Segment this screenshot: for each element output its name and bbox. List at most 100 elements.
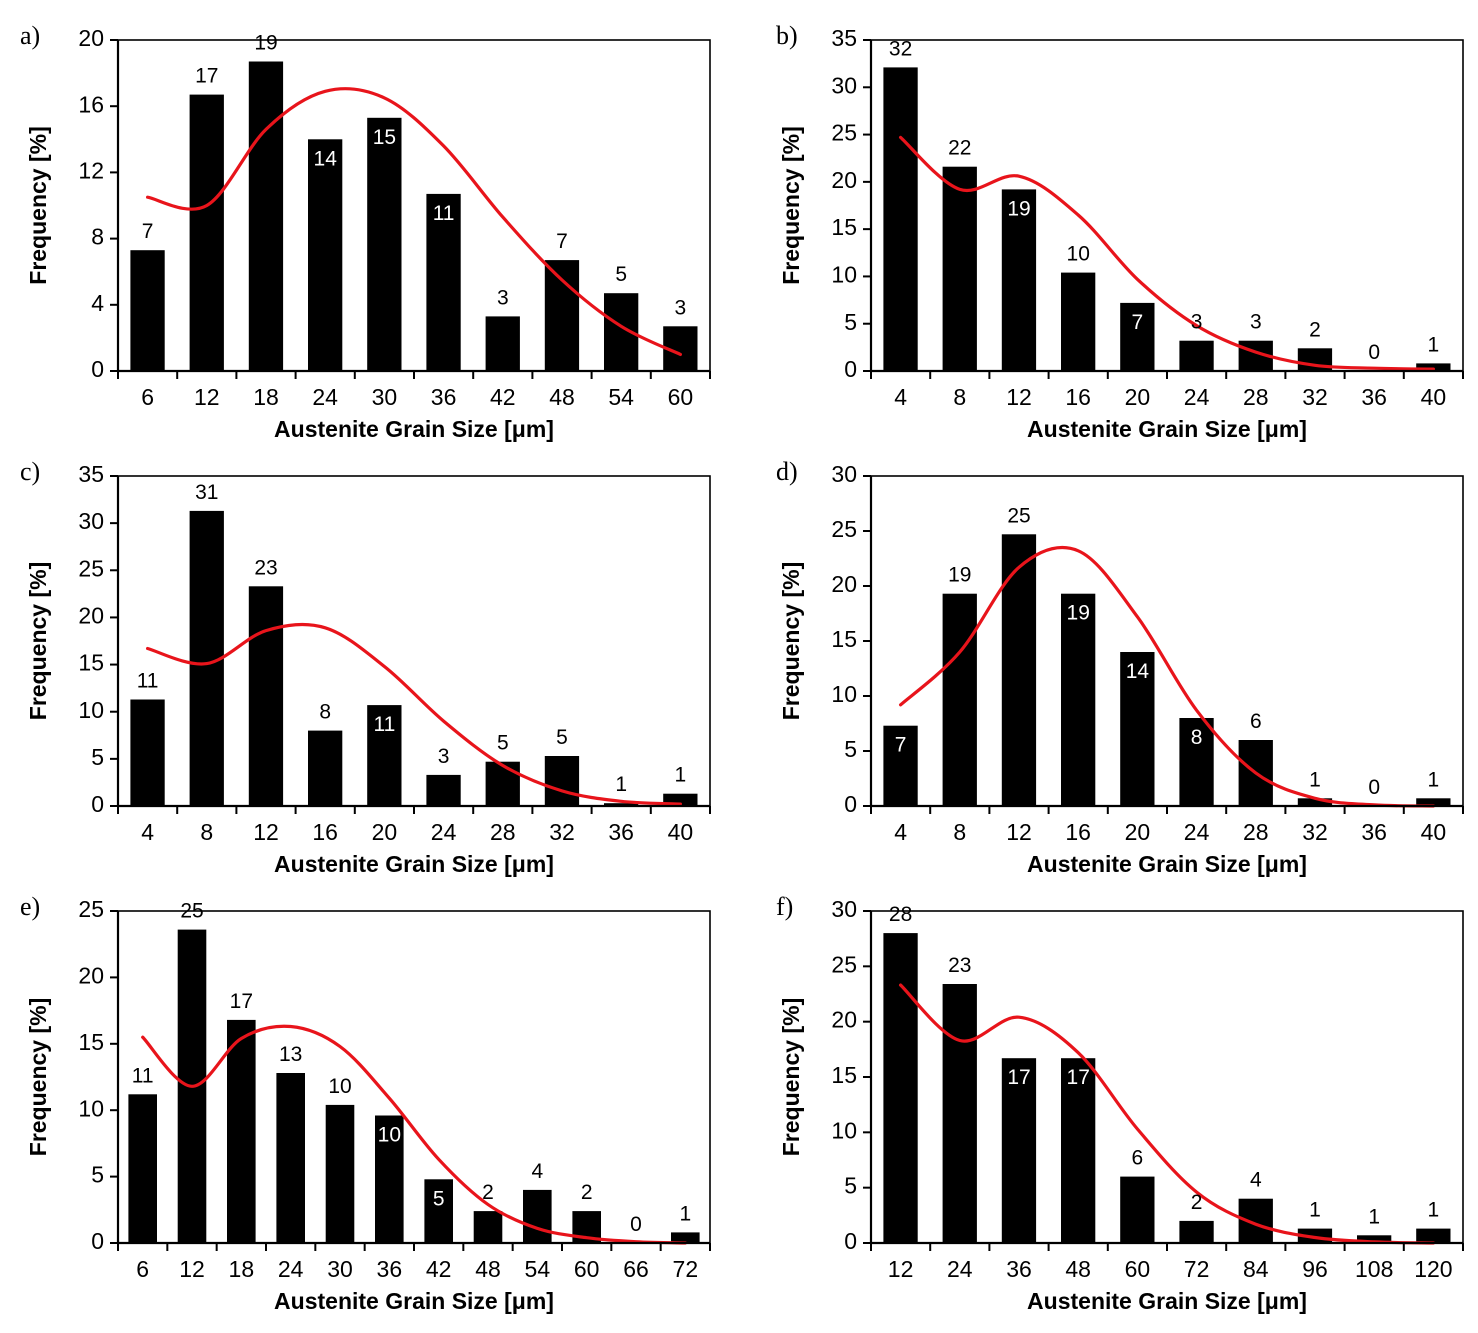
- x-tick-label: 36: [377, 1256, 403, 1282]
- data-label: 11: [137, 669, 159, 692]
- panel-letter: b): [776, 21, 798, 50]
- data-label: 3: [438, 745, 450, 768]
- y-tick-label: 0: [91, 1228, 104, 1254]
- bar: [485, 761, 520, 806]
- x-tick-label: 8: [953, 384, 966, 410]
- x-tick-label: 40: [668, 819, 694, 845]
- x-tick-label: 12: [253, 819, 279, 845]
- data-label: 25: [1007, 504, 1030, 527]
- data-label: 1: [679, 1202, 691, 1225]
- bar: [883, 933, 918, 1243]
- data-label: 32: [889, 37, 912, 60]
- y-tick-label: 35: [831, 25, 857, 51]
- bar: [544, 260, 580, 371]
- panel-letter: a): [20, 21, 40, 50]
- data-label: 10: [378, 1124, 401, 1147]
- x-tick-label: 20: [372, 819, 398, 845]
- panel-letter: c): [20, 457, 40, 486]
- data-label: 31: [195, 481, 218, 504]
- y-tick-label: 15: [831, 626, 857, 652]
- data-label: 5: [556, 726, 568, 749]
- y-tick-label: 30: [831, 72, 857, 98]
- x-tick-label: 18: [253, 384, 279, 410]
- data-label: 13: [279, 1043, 302, 1066]
- y-tick-label: 10: [78, 697, 104, 723]
- data-label: 1: [675, 764, 687, 787]
- x-tick-label: 28: [1243, 384, 1269, 410]
- y-tick-label: 0: [91, 791, 104, 817]
- bar: [604, 803, 639, 806]
- fit-curve: [899, 135, 1435, 371]
- bar: [308, 139, 343, 371]
- x-axis-title: Austenite Grain Size [μm]: [274, 851, 554, 877]
- x-tick-label: 12: [179, 1256, 205, 1282]
- fit-curve: [146, 87, 682, 356]
- data-label: 10: [328, 1075, 351, 1098]
- x-tick-label: 24: [1184, 384, 1210, 410]
- bar: [1001, 1058, 1037, 1243]
- fit-curve: [899, 983, 1435, 1245]
- x-tick-label: 60: [668, 384, 694, 410]
- y-tick-label: 16: [78, 91, 104, 117]
- bar: [130, 699, 165, 806]
- y-tick-label: 12: [78, 157, 104, 183]
- x-tick-label: 60: [574, 1256, 600, 1282]
- data-label: 1: [1428, 768, 1440, 791]
- x-tick-label: 18: [229, 1256, 255, 1282]
- bar: [942, 593, 977, 806]
- y-tick-label: 15: [78, 1029, 104, 1055]
- y-tick-label: 25: [831, 516, 857, 542]
- data-label: 1: [1428, 1199, 1440, 1222]
- data-label: 8: [319, 701, 331, 724]
- bar: [1061, 593, 1096, 806]
- x-axis-title: Austenite Grain Size [μm]: [274, 416, 554, 442]
- y-axis-title: Frequency [%]: [25, 562, 51, 720]
- x-tick-label: 16: [312, 819, 338, 845]
- y-axis-title: Frequency [%]: [25, 998, 51, 1156]
- data-label: 0: [630, 1213, 642, 1236]
- x-tick-label: 72: [673, 1256, 699, 1282]
- y-axis-title: Frequency [%]: [778, 998, 804, 1156]
- x-tick-label: 4: [894, 819, 907, 845]
- y-tick-label: 0: [844, 356, 857, 382]
- data-label: 19: [1067, 602, 1090, 625]
- data-label: 23: [948, 954, 971, 977]
- data-label: 8: [1191, 726, 1203, 749]
- bar: [308, 730, 343, 806]
- data-label: 3: [497, 286, 509, 309]
- x-tick-label: 54: [608, 384, 634, 410]
- bar: [1001, 534, 1037, 806]
- x-tick-label: 20: [1125, 384, 1151, 410]
- data-label: 11: [132, 1064, 154, 1087]
- x-tick-label: 6: [136, 1256, 149, 1282]
- data-label: 15: [373, 126, 396, 149]
- data-label: 19: [1007, 197, 1030, 220]
- data-label: 4: [531, 1160, 543, 1183]
- x-tick-label: 20: [1125, 819, 1151, 845]
- y-tick-label: 20: [78, 603, 104, 629]
- y-tick-label: 25: [831, 120, 857, 146]
- panel-letter: d): [776, 457, 798, 486]
- x-axis-title: Austenite Grain Size [μm]: [274, 1288, 554, 1314]
- bar: [883, 67, 918, 372]
- bar: [1416, 1228, 1451, 1243]
- x-tick-label: 24: [947, 1256, 973, 1282]
- data-label: 7: [895, 734, 907, 757]
- x-tick-label: 12: [194, 384, 220, 410]
- x-tick-label: 108: [1355, 1256, 1393, 1282]
- data-label: 0: [1368, 776, 1380, 799]
- x-tick-label: 48: [549, 384, 575, 410]
- y-tick-label: 8: [91, 224, 104, 250]
- bar: [544, 756, 580, 806]
- data-label: 19: [948, 564, 971, 587]
- x-tick-label: 32: [549, 819, 575, 845]
- data-label: 11: [433, 202, 455, 225]
- data-label: 23: [254, 556, 277, 579]
- bar: [189, 94, 224, 371]
- y-tick-label: 0: [844, 1228, 857, 1254]
- bar: [1179, 718, 1214, 806]
- data-label: 5: [433, 1187, 445, 1210]
